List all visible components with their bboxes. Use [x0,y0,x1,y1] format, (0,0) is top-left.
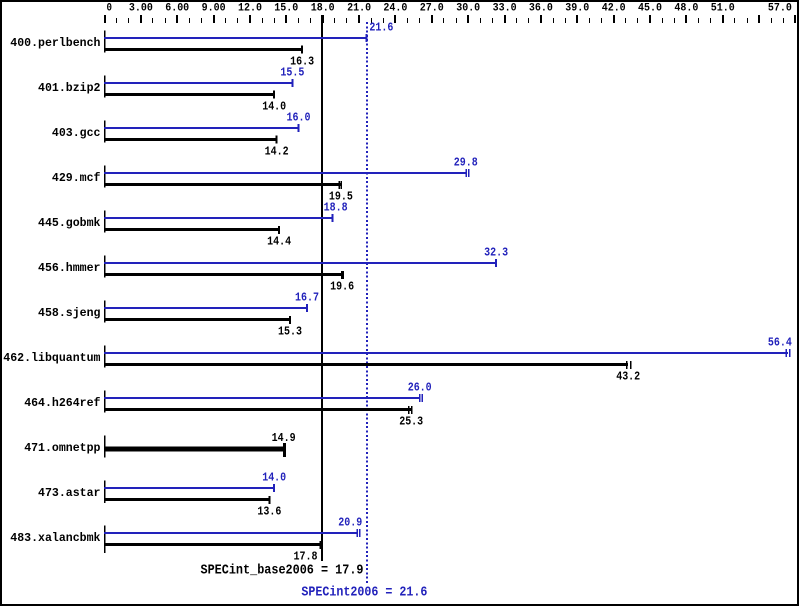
svg-text:14.0: 14.0 [262,471,286,485]
svg-text:30.0: 30.0 [456,3,480,15]
svg-text:445.gobmk: 445.gobmk [38,216,101,230]
svg-text:15.5: 15.5 [280,65,304,79]
svg-text:3.00: 3.00 [129,3,153,15]
svg-text:29.8: 29.8 [454,155,478,169]
svg-text:32.3: 32.3 [484,246,508,260]
svg-text:18.8: 18.8 [324,200,348,214]
svg-text:SPECint2006 = 21.6: SPECint2006 = 21.6 [301,585,427,600]
svg-text:456.hmmer: 456.hmmer [38,261,101,275]
svg-text:401.bzip2: 401.bzip2 [38,81,101,95]
svg-text:471.omnetpp: 471.omnetpp [24,441,100,455]
svg-text:26.0: 26.0 [408,381,432,395]
svg-text:36.0: 36.0 [529,3,553,15]
svg-text:24.0: 24.0 [383,3,407,15]
svg-text:462.libquantum: 462.libquantum [3,351,100,365]
svg-text:19.6: 19.6 [330,280,354,294]
svg-text:14.0: 14.0 [262,99,286,113]
svg-text:33.0: 33.0 [493,3,517,15]
svg-text:15.3: 15.3 [278,325,302,339]
svg-text:39.0: 39.0 [565,3,589,15]
svg-text:20.9: 20.9 [338,516,362,530]
svg-text:51.0: 51.0 [711,3,735,15]
svg-text:483.xalancbmk: 483.xalancbmk [10,531,100,545]
svg-text:16.3: 16.3 [290,54,314,68]
svg-text:14.9: 14.9 [272,431,296,445]
svg-text:16.7: 16.7 [295,291,319,305]
svg-text:13.6: 13.6 [257,505,281,519]
svg-text:12.0: 12.0 [238,3,262,15]
svg-text:429.mcf: 429.mcf [52,171,101,185]
svg-text:15.0: 15.0 [274,3,298,15]
svg-text:57.0: 57.0 [768,3,792,15]
svg-text:SPECint_base2006 = 17.9: SPECint_base2006 = 17.9 [201,563,364,578]
svg-text:9.00: 9.00 [202,3,226,15]
svg-text:16.0: 16.0 [287,110,311,124]
svg-text:403.gcc: 403.gcc [52,126,101,140]
svg-text:473.astar: 473.astar [38,486,101,500]
svg-text:14.2: 14.2 [265,144,289,158]
svg-text:14.4: 14.4 [267,234,291,248]
svg-text:43.2: 43.2 [616,370,640,384]
svg-text:6.00: 6.00 [165,3,189,15]
svg-text:18.0: 18.0 [311,3,335,15]
svg-text:45.0: 45.0 [638,3,662,15]
svg-text:21.0: 21.0 [347,3,371,15]
svg-text:27.0: 27.0 [420,3,444,15]
svg-text:42.0: 42.0 [602,3,626,15]
svg-text:400.perlbench: 400.perlbench [10,36,100,50]
svg-text:19.5: 19.5 [329,189,353,203]
svg-text:17.8: 17.8 [294,550,318,564]
svg-text:25.3: 25.3 [399,415,423,429]
svg-text:21.6: 21.6 [369,20,393,34]
svg-text:56.4: 56.4 [768,336,792,350]
svg-text:0: 0 [106,3,112,15]
svg-text:48.0: 48.0 [674,3,698,15]
svg-text:464.h264ref: 464.h264ref [24,396,100,410]
svg-text:458.sjeng: 458.sjeng [38,306,101,320]
